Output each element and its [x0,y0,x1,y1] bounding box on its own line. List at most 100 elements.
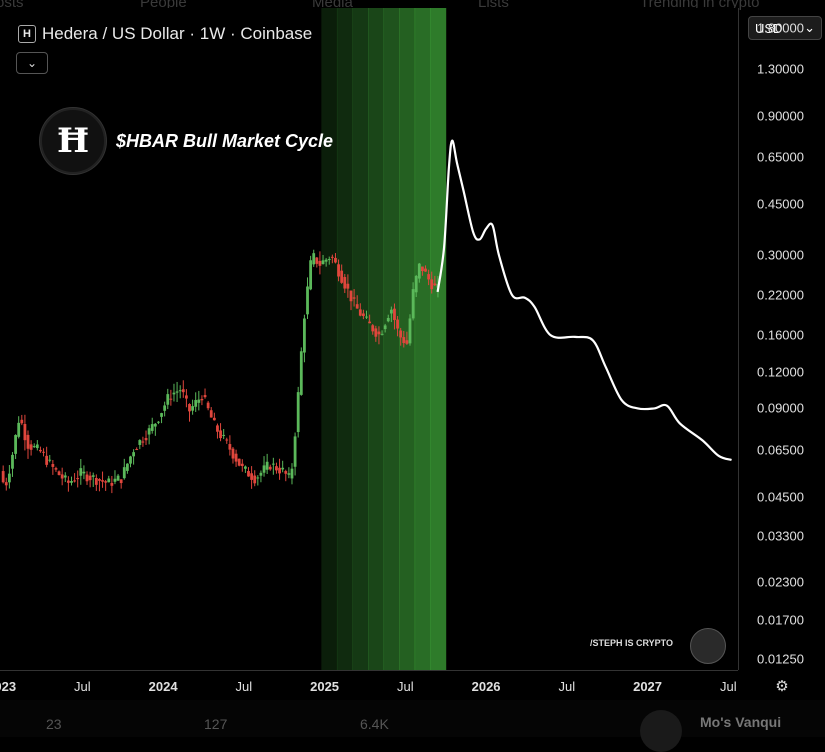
y-tick-label: 0.04500 [757,489,804,505]
chevron-down-icon: ⌄ [26,56,38,70]
x-tick-label: 2027 [633,679,663,694]
candle-body [157,421,160,423]
account-avatar[interactable] [640,710,682,752]
candle-body [29,444,33,450]
candle-body [222,434,226,436]
candle-body [318,260,322,266]
promo-annotation: Ħ $HBAR Bull Market Cycle [40,108,333,174]
price-axis[interactable]: USD ⌄ 1.80000 1.30000 0.90000 0.65000 0.4500… [738,8,825,670]
candle-body [32,446,36,448]
candle-body [315,257,319,264]
candle-body [144,438,148,441]
candle-body [256,477,260,479]
candle-body [352,297,356,299]
author-avatar [690,628,726,664]
y-tick-label: 0.16000 [757,327,804,343]
candle-body [240,463,244,467]
y-tick-label: 0.65000 [757,149,804,165]
candle-body [374,328,378,337]
candle-body [417,263,421,279]
candle-body [91,475,95,477]
candle-body [60,474,64,479]
candle-body [116,475,120,481]
candle-body [299,351,303,395]
candle-body [194,400,198,407]
candle-body [411,289,415,319]
currency-selector[interactable]: USD ⌄ [748,16,822,40]
candle-body [66,480,70,483]
candle-body [321,260,325,265]
candle-body [14,435,17,454]
candle-body [293,436,297,467]
candle-body [421,266,424,272]
candle-body [377,331,381,335]
candle-body [234,453,238,462]
nav-tab-people[interactable]: People [140,0,187,11]
highlight-band-strip [336,8,353,670]
reply-count[interactable]: 23 [46,716,62,732]
y-tick-label: 0.06500 [757,442,804,458]
time-axis[interactable]: 2023 Jul 2024 Jul 2025 Jul 2026 Jul 2027 Jul [0,670,738,701]
candle-body [334,257,337,263]
view-count[interactable]: 6.4K [360,716,389,732]
candle-body [26,434,30,449]
collapse-legend-button[interactable]: ⌄ [16,52,48,74]
candle-body [275,466,278,471]
candle-body [250,473,254,480]
hbar-logo-glyph: Ħ [56,121,90,161]
candle-body [281,467,285,470]
like-count[interactable]: 127 [204,716,228,732]
candle-body [262,465,266,473]
candle-body [20,419,24,424]
x-tick-label: Jul [74,679,91,694]
candle-body [228,444,232,450]
candle-body [247,471,250,477]
gear-icon[interactable]: ⚙ [775,678,789,695]
candle-body [287,473,291,475]
candle-body [42,451,45,453]
nav-tab-lists[interactable]: Lists [478,0,509,11]
price-chart[interactable] [0,8,738,670]
nav-tab-media[interactable]: Media [312,0,353,11]
candle-body [424,268,427,272]
chart-frame: H Hedera / US Dollar · 1W · Coinbase ⌄ Ħ… [0,8,738,670]
hedera-logo-icon: H [18,25,36,43]
candle-body [191,406,195,411]
candle-body [216,425,219,432]
candle-body [70,480,73,483]
nav-tab-trending[interactable]: Trending in crypto [640,0,760,11]
candle-body [39,449,42,452]
candle-body [383,325,387,330]
candle-body [368,321,372,324]
candle-body [349,290,353,302]
candle-body [212,417,216,421]
x-tick-label: Jul [719,679,737,694]
highlight-band-strip [430,8,447,670]
candle-body [271,463,275,465]
candle-body [278,467,281,474]
candle-body [290,468,294,479]
candle-body [129,456,132,464]
account-name[interactable]: Mo's Vanqui [700,714,782,730]
candle-body [63,475,67,478]
candle-body [209,410,213,418]
x-tick-label: 2025 [310,679,340,694]
candle-body [76,478,80,480]
candle-body [371,325,375,332]
candle-body [402,337,406,344]
candle-body [141,441,145,443]
candle-body [184,395,188,399]
currency-label: USD [755,20,783,36]
candle-body [237,458,241,466]
nav-tab-posts[interactable]: Posts [0,0,24,11]
candle-body [181,389,185,393]
candle-body [101,480,104,482]
candle-body [396,319,399,329]
x-tick-label: Jul [558,679,576,694]
candle-body [150,424,154,431]
candle-body [358,309,362,316]
candle-body [54,468,58,470]
candle-body [393,308,396,321]
candle-body [324,259,328,262]
candle-body [309,260,313,290]
